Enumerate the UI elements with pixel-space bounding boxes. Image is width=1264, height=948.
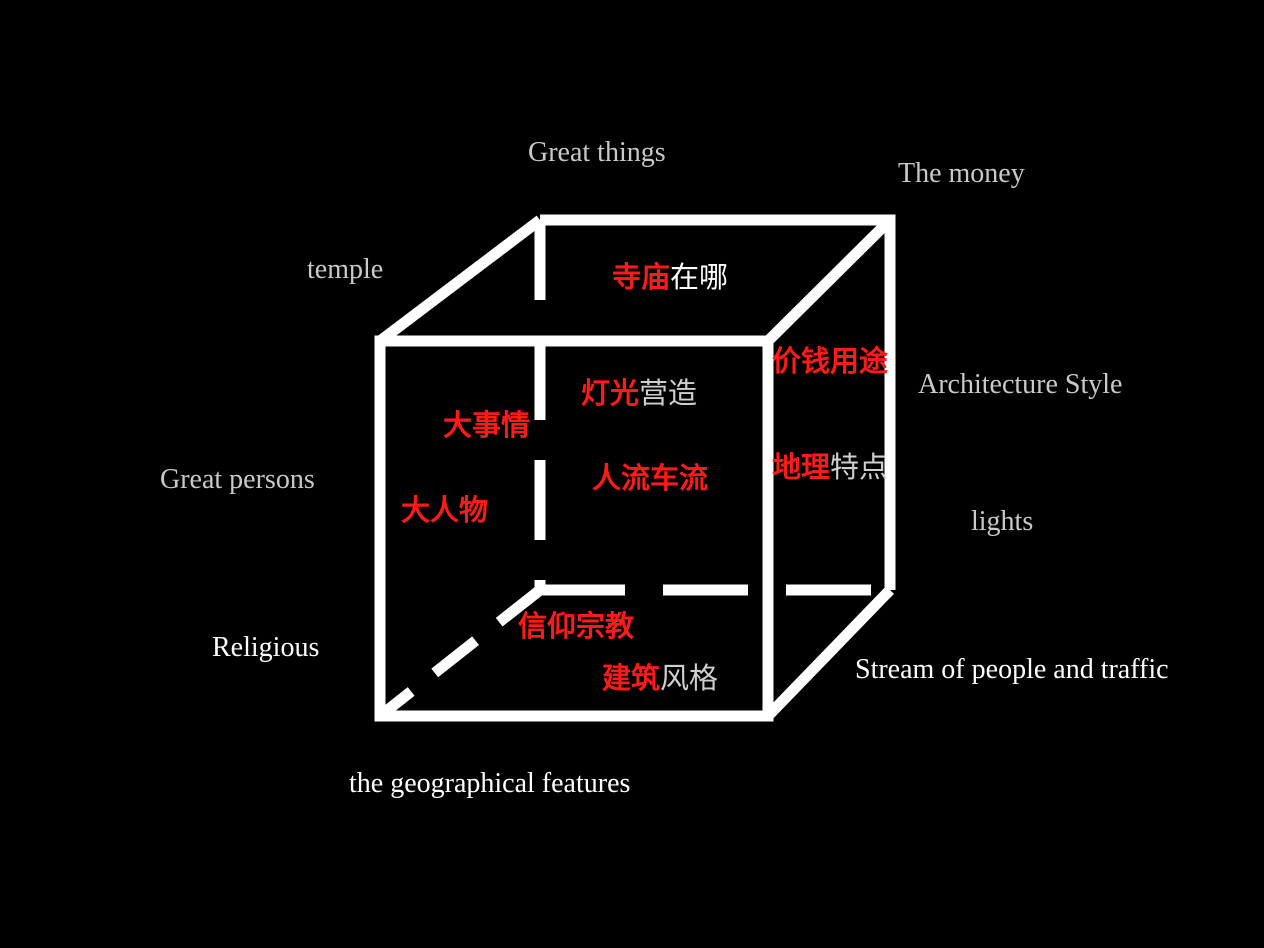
cube-edge-top-right <box>764 216 894 345</box>
label-architecture-style: Architecture Style <box>918 369 1123 400</box>
cube-hidden-depth-edge <box>376 585 544 721</box>
cube-edge-bottom-right <box>764 586 894 720</box>
label-geographical-features: the geographical features <box>349 768 631 799</box>
label-lighting-rest: 营造 <box>639 376 698 410</box>
label-temple-where-rest: 在哪 <box>670 260 729 294</box>
label-lighting: 灯光营造 <box>581 379 697 408</box>
label-big-persons: 大人物 <box>401 493 489 527</box>
label-temple-where-red: 寺庙 <box>612 260 671 294</box>
label-the-money: The money <box>898 158 1025 189</box>
label-stream-of-people: Stream of people and traffic <box>855 654 1169 685</box>
label-religious: Religious <box>212 632 320 663</box>
label-price-use: 价钱用途 <box>772 344 889 378</box>
label-arch-style: 建筑风格 <box>602 664 718 693</box>
label-geo-traits-red: 地理 <box>772 450 831 484</box>
cube-front-face <box>374 335 774 722</box>
label-temple: temple <box>307 254 384 285</box>
label-temple-where: 寺庙在哪 <box>612 263 728 292</box>
label-arch-style-rest: 风格 <box>660 661 719 695</box>
label-lights: lights <box>971 506 1034 537</box>
cube-edge-top-left <box>376 215 544 346</box>
label-great-things: Great things <box>528 137 666 168</box>
label-arch-style-red: 建筑 <box>602 661 661 695</box>
label-big-events: 大事情 <box>443 408 531 442</box>
label-geo-traits: 地理特点 <box>772 453 888 482</box>
label-great-persons: Great persons <box>160 464 315 495</box>
label-religion: 信仰宗教 <box>518 609 635 643</box>
label-geo-traits-rest: 特点 <box>830 450 889 484</box>
label-lighting-red: 灯光 <box>581 376 640 410</box>
label-traffic: 人流车流 <box>592 461 709 495</box>
